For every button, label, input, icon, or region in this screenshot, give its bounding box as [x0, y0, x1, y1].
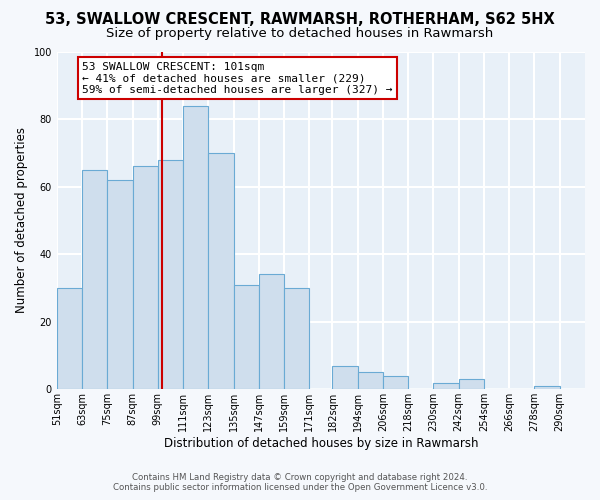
Text: Contains HM Land Registry data © Crown copyright and database right 2024.
Contai: Contains HM Land Registry data © Crown c… — [113, 473, 487, 492]
Bar — [332, 366, 358, 390]
Y-axis label: Number of detached properties: Number of detached properties — [15, 128, 28, 314]
Bar — [535, 386, 560, 390]
Bar — [459, 379, 484, 390]
Bar — [133, 166, 158, 390]
Text: 53, SWALLOW CRESCENT, RAWMARSH, ROTHERHAM, S62 5HX: 53, SWALLOW CRESCENT, RAWMARSH, ROTHERHA… — [45, 12, 555, 28]
Bar — [57, 288, 82, 390]
Bar — [383, 376, 408, 390]
Bar — [259, 274, 284, 390]
Bar — [183, 106, 208, 390]
Bar — [433, 382, 459, 390]
Bar — [107, 180, 133, 390]
Bar — [358, 372, 383, 390]
Bar — [284, 288, 310, 390]
Bar — [233, 284, 259, 390]
Bar — [158, 160, 183, 390]
X-axis label: Distribution of detached houses by size in Rawmarsh: Distribution of detached houses by size … — [164, 437, 478, 450]
Bar — [82, 170, 107, 390]
Bar — [208, 153, 233, 390]
Text: 53 SWALLOW CRESCENT: 101sqm
← 41% of detached houses are smaller (229)
59% of se: 53 SWALLOW CRESCENT: 101sqm ← 41% of det… — [82, 62, 392, 95]
Text: Size of property relative to detached houses in Rawmarsh: Size of property relative to detached ho… — [106, 28, 494, 40]
